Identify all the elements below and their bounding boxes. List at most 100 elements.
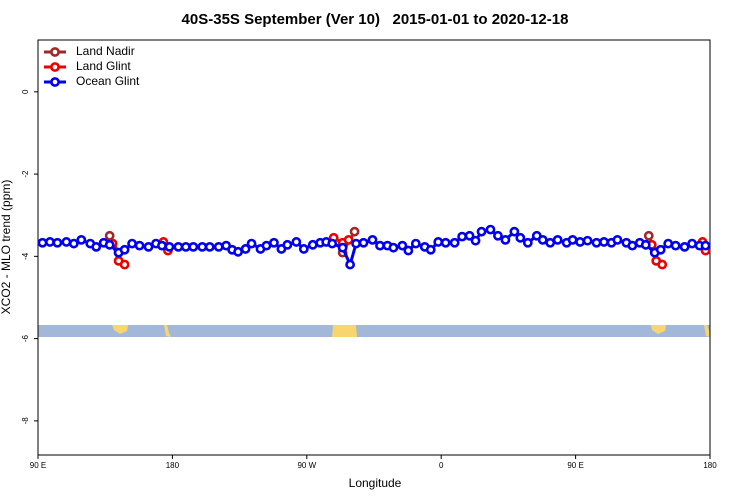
point [440, 237, 451, 248]
point [127, 238, 137, 249]
land-blob [112, 325, 128, 334]
point [240, 244, 251, 254]
point [537, 234, 548, 245]
point [509, 226, 520, 237]
legend-label: Land Glint [76, 59, 131, 73]
point [591, 237, 602, 248]
point [575, 237, 585, 247]
point [627, 240, 638, 251]
point [261, 240, 272, 251]
point [298, 244, 309, 254]
y-tick-label: -8 [21, 417, 30, 425]
point [425, 244, 436, 255]
point [164, 241, 175, 252]
x-tick-label: 90 W [297, 461, 316, 470]
point [143, 241, 154, 252]
point [612, 234, 623, 245]
y-tick-label: -2 [21, 170, 30, 178]
point [282, 239, 293, 250]
point [349, 226, 360, 237]
point [403, 245, 414, 256]
y-tick-label: 0 [21, 89, 30, 94]
point [37, 237, 48, 248]
ocean-band [38, 325, 710, 337]
point [567, 234, 578, 245]
point [493, 230, 503, 241]
point [552, 234, 563, 245]
point [351, 238, 361, 249]
point [269, 237, 279, 248]
land-blob [651, 325, 666, 334]
point [397, 240, 408, 251]
point [134, 240, 145, 251]
point [545, 237, 556, 248]
point [119, 244, 130, 255]
x-tick-label: 0 [439, 461, 444, 470]
y-axis-label: XCO2 - MLO trend (ppm) [0, 180, 13, 315]
point [485, 224, 496, 235]
point [358, 237, 369, 248]
land-blob [704, 325, 710, 337]
point [449, 237, 460, 248]
x-tick-label: 180 [703, 461, 717, 470]
point [670, 240, 681, 251]
point [76, 234, 87, 245]
x-tick-label: 90 E [30, 461, 46, 470]
point [388, 242, 399, 253]
point [173, 241, 184, 252]
point [343, 234, 354, 245]
point [307, 239, 318, 250]
point [457, 231, 468, 242]
point [180, 241, 191, 252]
point [246, 238, 257, 249]
point [345, 259, 356, 270]
point [476, 226, 487, 237]
point [213, 241, 224, 252]
point [337, 242, 348, 253]
point [410, 238, 421, 249]
point [52, 237, 63, 248]
point [68, 238, 79, 249]
y-tick-label: -6 [21, 335, 30, 343]
point [655, 244, 666, 255]
point [157, 240, 167, 251]
point [657, 259, 668, 270]
legend-marker [50, 77, 60, 87]
legend-label: Land Nadir [76, 44, 135, 58]
point [104, 230, 115, 241]
point [367, 234, 378, 245]
legend-marker [50, 62, 60, 72]
legend-label: Ocean Glint [76, 74, 140, 88]
point [687, 238, 697, 249]
point [61, 237, 72, 247]
point [464, 230, 475, 241]
point [599, 237, 609, 247]
point [91, 241, 102, 252]
point [470, 235, 481, 246]
point [45, 237, 55, 247]
point [291, 237, 302, 247]
point [640, 239, 651, 250]
point [500, 234, 511, 245]
point [375, 240, 385, 251]
point [204, 241, 215, 252]
point [197, 241, 208, 252]
legend-marker [50, 47, 60, 57]
point [233, 246, 244, 257]
land-blob [332, 325, 357, 337]
point [104, 239, 115, 250]
x-tick-label: 180 [166, 461, 180, 470]
point [188, 241, 199, 252]
point [643, 230, 654, 241]
point [327, 238, 338, 249]
point [700, 240, 711, 251]
chart-title: 40S-35S September (Ver 10) 2015-01-01 to… [182, 11, 569, 28]
x-axis-label: Longitude [349, 476, 402, 490]
point [119, 259, 130, 270]
point [679, 241, 690, 252]
point [663, 238, 674, 249]
point [522, 237, 533, 248]
x-tick-label: 90 E [567, 461, 583, 470]
land-strip [38, 325, 710, 337]
